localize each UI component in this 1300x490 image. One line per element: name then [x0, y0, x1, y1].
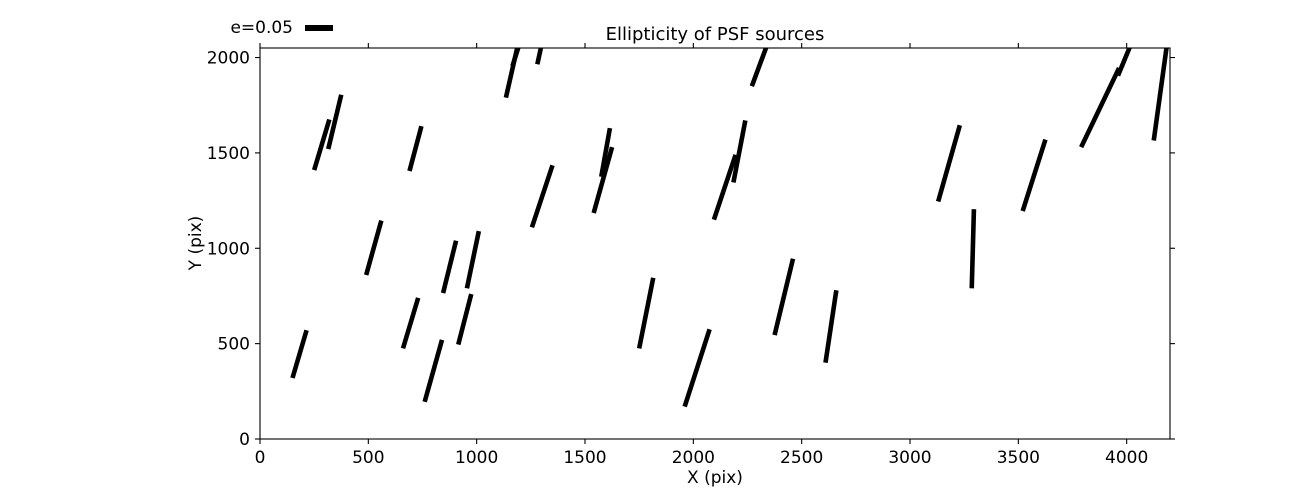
whisker-segment	[510, 48, 521, 67]
whisker-segment	[731, 120, 748, 183]
whisker-segment	[326, 94, 344, 150]
x-tick-label: 1500	[563, 448, 606, 468]
whisker-segment	[363, 219, 384, 276]
y-axis-label: Y (pix)	[186, 216, 206, 272]
x-axis-label: X (pix)	[687, 468, 743, 488]
whisker-segment	[440, 240, 459, 294]
whisker-segment	[456, 293, 474, 346]
legend-label: e=0.05	[230, 18, 293, 38]
whisker-segment	[598, 127, 613, 178]
whisker-segment	[535, 48, 544, 65]
x-tick-label: 2500	[780, 448, 823, 468]
whisker-segment	[682, 328, 712, 408]
y-tick-label: 500	[218, 335, 250, 355]
y-tick-label: 0	[239, 430, 250, 450]
x-tick-label: 3500	[997, 448, 1040, 468]
whisker-segment	[711, 154, 738, 221]
whisker-segment	[422, 339, 445, 403]
whisker-segment	[772, 258, 796, 336]
x-tick-label: 4000	[1105, 448, 1148, 468]
whisker-segment	[464, 230, 482, 289]
whisker-segment	[400, 297, 421, 350]
x-tick-label: 1000	[455, 448, 498, 468]
whisker-series	[290, 48, 1169, 408]
x-tick-label: 500	[352, 448, 384, 468]
y-tick-label: 1000	[207, 239, 250, 259]
whisker-segment	[529, 164, 555, 229]
whisker-segment	[823, 289, 839, 364]
whisker-segment	[1151, 48, 1169, 141]
whisker-segment	[1079, 67, 1122, 149]
y-tick-label: 2000	[207, 49, 250, 69]
x-tick-label: 0	[255, 448, 266, 468]
whisker-segment	[935, 124, 963, 203]
whisker-segment	[1115, 48, 1132, 77]
whisker-segment	[749, 48, 769, 87]
x-tick-label: 2000	[672, 448, 715, 468]
page-title: Ellipticity of PSF sources	[606, 24, 825, 45]
x-tick-label: 3000	[888, 448, 931, 468]
x-axis-ticks: 0 500 1000 1500 2000 2500 3000 3500 4000	[255, 43, 1148, 468]
whisker-segment	[311, 118, 332, 171]
y-axis-ticks: 0 500 1000 1500 2000	[207, 49, 1175, 450]
y-tick-label: 1500	[207, 144, 250, 164]
whisker-segment	[591, 146, 615, 214]
whisker-segment	[636, 277, 656, 349]
whisker-segment	[290, 329, 309, 379]
whisker-segment	[1020, 138, 1048, 212]
whisker-segment	[407, 125, 424, 172]
axes-frame	[259, 47, 1171, 440]
whisker-segment	[969, 209, 977, 289]
